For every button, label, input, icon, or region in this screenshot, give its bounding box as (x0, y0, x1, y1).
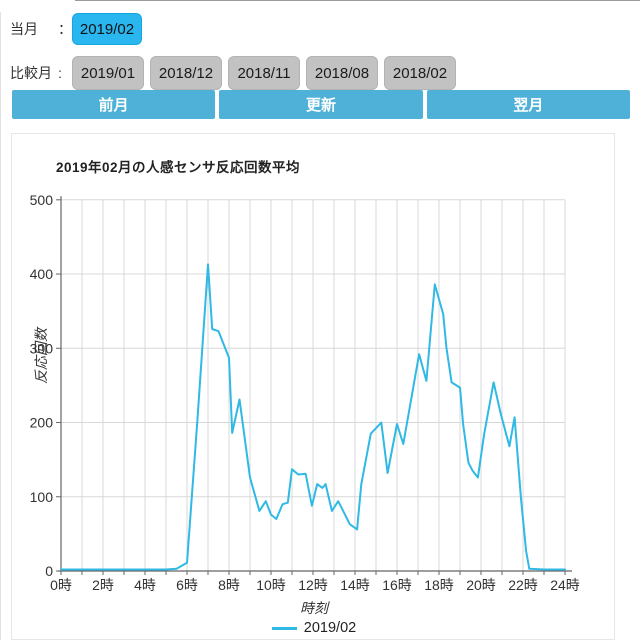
nav-button-bar: 前月 更新 翌月 (12, 90, 630, 119)
compare-months-row: 比較月 : 2019/01 2018/12 2018/11 2018/08 2018/0… (10, 56, 462, 90)
x-axis-tick-label: 2時 (92, 577, 114, 593)
x-axis-tick-label: 0時 (50, 577, 72, 593)
next-month-button[interactable]: 翌月 (426, 90, 630, 119)
x-axis-tick-label: 22時 (508, 577, 538, 593)
compare-month-button[interactable]: 2019/01 (72, 56, 144, 90)
compare-month-button[interactable]: 2018/11 (228, 56, 300, 90)
top-border-line (75, 0, 640, 1)
y-axis-tick-label: 300 (30, 340, 54, 356)
current-month-button[interactable]: 2019/02 (72, 13, 142, 45)
x-axis-tick-label: 4時 (134, 577, 156, 593)
current-month-row: 当月 ： 2019/02 (10, 13, 142, 45)
x-axis-tick-label: 8時 (218, 577, 240, 593)
refresh-button[interactable]: 更新 (219, 90, 423, 119)
x-axis-title: 時刻 (300, 600, 328, 616)
current-month-colon: ： (58, 21, 72, 37)
x-axis-tick-label: 6時 (176, 577, 198, 593)
chart-svg: 0 100 200 300 400 500 0時 2時 4時 6時 8時 10時 12時 14時 16時 18… (30, 192, 580, 593)
left-border-line (0, 12, 1, 640)
x-axis-tick-label: 10時 (256, 577, 286, 593)
y-axis-tick-label: 0 (45, 563, 53, 579)
y-axis-tick-label: 100 (30, 489, 54, 505)
y-axis-tick-label: 200 (30, 415, 54, 431)
prev-month-button[interactable]: 前月 (12, 90, 216, 119)
x-axis-tick-label: 12時 (298, 577, 328, 593)
x-axis-tick-label: 20時 (466, 577, 496, 593)
compare-month-buttons: 2019/01 2018/12 2018/11 2018/08 2018/02 (72, 56, 462, 90)
x-axis-tick-label: 16時 (382, 577, 412, 593)
legend-line-swatch (271, 626, 297, 630)
x-axis-tick-label: 24時 (550, 577, 580, 593)
compare-month-button[interactable]: 2018/02 (384, 56, 456, 90)
x-axis-tick-label: 14時 (340, 577, 370, 593)
compare-months-colon: : (58, 65, 62, 81)
current-month-label: 当月 (10, 21, 38, 37)
chart-panel: 2019年02月の人感センサ反応回数平均 0 100 200 300 400 500 0時 2… (11, 133, 615, 640)
y-axis-title: 反応回数 (33, 328, 49, 384)
x-axis-tick-label: 18時 (424, 577, 454, 593)
series-line (60, 263, 566, 571)
compare-month-button[interactable]: 2018/12 (150, 56, 222, 90)
chart-legend: 2019/02 (12, 618, 616, 638)
compare-months-label: 比較月 (10, 65, 52, 81)
y-axis-tick-label: 500 (30, 192, 54, 208)
chart-title: 2019年02月の人感センサ反応回数平均 (56, 160, 301, 175)
y-axis-tick-label: 400 (30, 266, 54, 282)
legend-series-label: 2019/02 (303, 620, 357, 636)
compare-month-button[interactable]: 2018/08 (306, 56, 378, 90)
